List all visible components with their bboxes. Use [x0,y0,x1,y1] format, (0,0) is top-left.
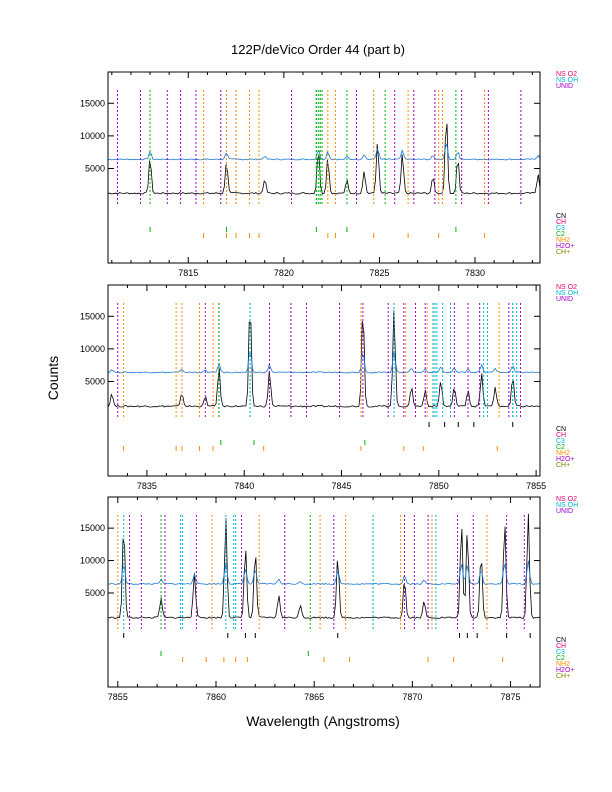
legend-entry: CH+ [556,249,570,256]
legend-entry: NS OH [556,77,578,84]
legend-entry: UNID [556,83,573,90]
legend-entry: H2O+ [556,243,574,250]
x-tick-label: 7865 [304,692,324,702]
legend-entry: CH [556,219,566,226]
legend-entry: NS O2 [556,496,577,503]
legend-entry: C2 [556,231,565,238]
legend-entry: NH2 [556,237,570,244]
y-tick-label: 10000 [80,131,105,141]
legend-entry: CH+ [556,673,570,680]
x-tick-label: 7830 [465,268,485,278]
legend-entry: NH2 [556,661,570,668]
comet-spectrum-line [107,513,541,619]
x-tick-label: 7825 [369,268,389,278]
y-tick-label: 5000 [85,376,105,386]
legend-entry: CN [556,637,566,644]
y-axis-label: Counts [45,356,61,400]
legend-entry: C3 [556,438,565,445]
legend-entry: CH+ [556,462,570,469]
sky-spectrum-line [107,143,541,161]
comet-spectrum-line [107,123,541,195]
legend-entry: NS OH [556,290,578,297]
sky-spectrum-line [107,560,541,585]
x-tick-label: 7870 [402,692,422,702]
x-tick-label: 7845 [331,481,351,491]
x-tick-label: 7855 [526,481,546,491]
legend-entry: C3 [556,225,565,232]
legend-entry: CN [556,213,566,220]
legend-entry: UNID [556,296,573,303]
y-tick-label: 10000 [80,556,105,566]
legend-entry: NH2 [556,450,570,457]
legend-entry: CN [556,426,566,433]
y-tick-label: 15000 [80,311,105,321]
legend-entry: CH [556,643,566,650]
legend-entry: C3 [556,649,565,656]
panel-frame [107,496,541,688]
y-tick-label: 5000 [85,163,105,173]
legend-entry: C2 [556,444,565,451]
panel-frame [107,284,541,477]
legend-entry: UNID [556,508,573,515]
y-tick-label: 15000 [80,523,105,533]
chart-title: 122P/deVico Order 44 (part b) [231,42,405,57]
y-tick-label: 10000 [80,344,105,354]
legend-entry: NS OH [556,502,578,509]
sky-spectrum-line [107,350,541,374]
x-tick-label: 7875 [501,692,521,702]
panel-frame [107,71,541,264]
x-tick-label: 7850 [429,481,449,491]
legend-entry: CH [556,432,566,439]
legend-entry: H2O+ [556,667,574,674]
legend-entry: NS O2 [556,71,577,78]
legend-entry: H2O+ [556,456,574,463]
x-tick-label: 7855 [108,692,128,702]
comet-spectrum-line [107,310,541,408]
x-tick-label: 7815 [178,268,198,278]
legend-entry: NS O2 [556,284,577,291]
legend-entry: C2 [556,655,565,662]
y-tick-label: 5000 [85,588,105,598]
x-tick-label: 7840 [234,481,254,491]
x-axis-label: Wavelength (Angstroms) [246,713,400,729]
x-tick-label: 7820 [274,268,294,278]
y-tick-label: 15000 [80,98,105,108]
x-tick-label: 7835 [137,481,157,491]
x-tick-label: 7860 [206,692,226,702]
